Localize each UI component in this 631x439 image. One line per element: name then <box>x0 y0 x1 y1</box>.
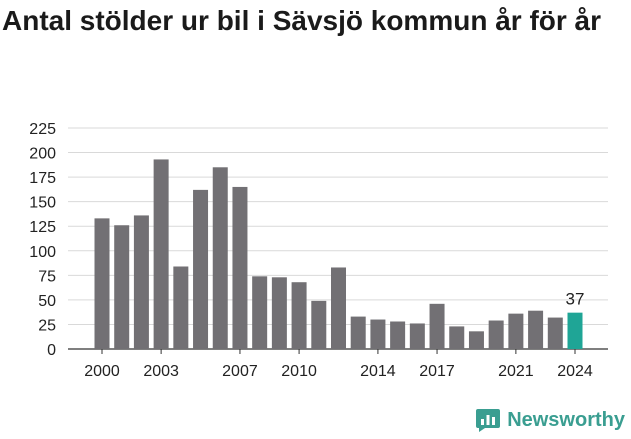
x-tick-label: 2000 <box>84 363 120 380</box>
data-labels: 37 <box>566 290 585 309</box>
bar-2012 <box>331 267 346 349</box>
bar-2009 <box>271 277 287 349</box>
y-tick-label: 100 <box>29 244 56 261</box>
x-tick-label: 2024 <box>557 363 593 380</box>
bar-2000 <box>94 218 110 349</box>
brand-logo[interactable]: Newsworthy <box>475 407 625 433</box>
y-tick-label: 175 <box>29 170 56 187</box>
y-tick-label: 50 <box>38 293 56 310</box>
bar-2007 <box>232 186 248 349</box>
y-tick-label: 25 <box>38 317 56 334</box>
bar-2008 <box>252 276 268 349</box>
bar-2016 <box>409 323 425 349</box>
data-label: 37 <box>566 290 585 309</box>
x-tick-label: 2021 <box>498 363 534 380</box>
x-tick-label: 2007 <box>222 363 258 380</box>
bar-2006 <box>212 167 228 349</box>
bar-2023 <box>547 317 563 349</box>
chart-title: Antal stölder ur bil i Sävsjö kommun år … <box>2 5 602 36</box>
brand-name: Newsworthy <box>507 408 625 431</box>
newsworthy-logo-icon <box>476 409 501 432</box>
x-axis-ticks: 2000 2003 2007 2010 2014 2017 2021 2024 <box>84 349 593 380</box>
x-tick-label: 2010 <box>281 363 317 380</box>
bar-2015 <box>390 321 406 349</box>
x-tick-label: 2014 <box>360 363 396 380</box>
bar-2013 <box>350 316 366 349</box>
bar-2022 <box>528 310 544 349</box>
y-tick-label: 0 <box>47 342 56 359</box>
bar-2018 <box>449 326 465 349</box>
bar-2004 <box>173 266 189 349</box>
x-tick-label: 2003 <box>143 363 179 380</box>
bar-2005 <box>193 189 209 349</box>
bar-2011 <box>311 300 327 349</box>
y-tick-label: 75 <box>38 268 56 285</box>
y-axis-ticks: 0 25 50 75 100 125 150 175 200 225 <box>29 121 56 359</box>
y-tick-label: 200 <box>29 146 56 163</box>
bar-2010 <box>291 282 307 349</box>
bar-2003 <box>153 159 169 349</box>
bar-2002 <box>133 215 149 349</box>
bar-2024 <box>567 312 583 349</box>
x-tick-label: 2017 <box>419 363 455 380</box>
bar-2020 <box>488 320 504 349</box>
bar-2021 <box>508 313 524 349</box>
bar-2014 <box>370 319 386 349</box>
bar-2001 <box>114 225 130 349</box>
bar-2019 <box>468 331 484 349</box>
y-tick-label: 150 <box>29 195 56 212</box>
bar-2017 <box>429 303 445 349</box>
y-tick-label: 125 <box>29 219 56 236</box>
y-tick-label: 225 <box>29 121 56 138</box>
bars <box>94 159 583 349</box>
